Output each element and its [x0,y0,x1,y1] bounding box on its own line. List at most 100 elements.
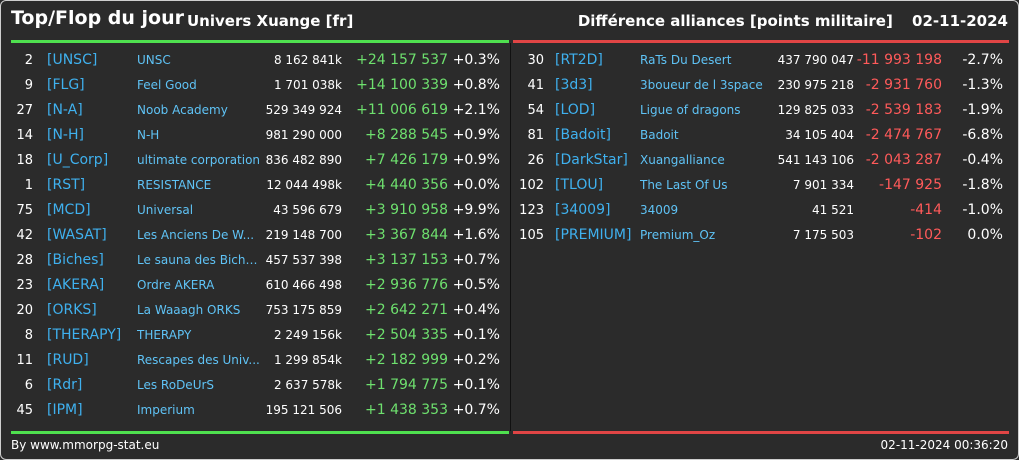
points-value: 1 299 854k [273,353,342,367]
top-row: 9 [FLG] Feel Good 1 701 038k +14 100 339 +0.8… [11,73,509,98]
diff-value: -2 043 287 [865,152,942,168]
percent-value: +0.7% [452,252,500,268]
alliance-tag[interactable]: [RUD] [47,352,89,368]
header-right: Différence alliances [points militaire] … [578,12,1008,30]
rank-value: 45 [16,403,33,418]
percent-value: +0.4% [452,302,500,318]
alliance-name[interactable]: 3boueur de l 3space [640,78,763,92]
alliance-name[interactable]: ultimate corporation [137,153,261,167]
flop-divider [513,40,1009,43]
rank-value: 9 [24,78,33,93]
points-value: 437 790 047 [777,53,854,67]
alliance-name[interactable]: Noob Academy [137,103,228,117]
alliance-tag[interactable]: [TLOU] [555,177,604,193]
alliance-tag[interactable]: [Badoit] [555,127,611,143]
flop-row: 123 [34009] 34009 41 521 -414 -1.0% [513,198,1009,223]
alliance-tag[interactable]: [IPM] [47,402,83,418]
alliance-tag[interactable]: [RT2D] [555,52,603,68]
diff-value: -2 474 767 [865,127,942,143]
diff-value: +2 182 999 [365,352,448,368]
alliance-tag[interactable]: [RST] [47,177,86,193]
top-row: 28 [Biches] Le sauna des Biche... 457 537 3… [11,248,509,273]
rank-value: 102 [519,178,544,193]
alliance-tag[interactable]: [U_Corp] [47,152,109,168]
alliance-tag[interactable]: [Biches] [47,252,104,268]
percent-value: +0.1% [452,327,500,343]
alliance-tag[interactable]: [WASAT] [47,227,107,243]
alliance-name[interactable]: Les Anciens De W... [137,228,255,242]
alliance-tag[interactable]: [PREMIUM] [555,227,632,243]
rank-value: 6 [24,378,33,393]
header: Top/Flop du jour Univers Xuange [fr] Dif… [1,1,1018,41]
alliance-tag[interactable]: [THERAPY] [47,327,122,343]
points-value: 836 482 890 [265,153,342,167]
alliance-name[interactable]: RaTs Du Desert [640,53,732,67]
alliance-name[interactable]: Feel Good [137,78,197,92]
points-value: 457 537 398 [265,253,342,267]
date-label: 02-11-2024 [912,12,1008,30]
alliance-name[interactable]: RESISTANCE [137,178,212,192]
diff-value: -2 539 183 [865,102,942,118]
alliance-name[interactable]: Imperium [137,403,195,417]
rank-value: 8 [24,328,33,343]
alliance-tag[interactable]: [DarkStar] [555,152,628,168]
diff-value: -102 [910,227,942,243]
top-row: 14 [N-H] N-H 981 290 000 +8 288 545 +0.9% [11,123,509,148]
alliance-tag[interactable]: [LOD] [555,102,596,118]
rank-value: 26 [527,153,544,168]
alliance-tag[interactable]: [34009] [555,202,611,218]
alliance-tag[interactable]: [N-H] [47,127,84,143]
flop-row: 54 [LOD] Ligue of dragons 129 825 033 -2 539… [513,98,1009,123]
alliance-name[interactable]: Le sauna des Biche... [137,253,261,267]
alliance-name[interactable]: Ordre AKERA [137,278,215,292]
diff-value: +7 426 179 [365,152,448,168]
points-value: 34 105 404 [785,128,854,142]
page-title: Top/Flop du jour [11,7,184,29]
alliance-name[interactable]: N-H [137,128,160,142]
percent-value: +0.2% [452,352,500,368]
top-row: 20 [ORKS] La Waaagh ORKS 753 175 859 +2 642 … [11,298,509,323]
alliance-name[interactable]: Xuangalliance [640,153,725,167]
credit-text: By www.mmorpg-stat.eu [11,438,160,452]
alliance-tag[interactable]: [AKERA] [47,277,105,293]
rank-value: 41 [527,78,544,93]
percent-value: +0.9% [452,152,500,168]
alliance-name[interactable]: Premium_Oz [640,228,716,242]
alliance-name[interactable]: Universal [137,203,194,217]
top-row: 1 [RST] RESISTANCE 12 044 498k +4 440 356 +0.… [11,173,509,198]
alliance-name[interactable]: Ligue of dragons [640,103,741,117]
points-value: 981 290 000 [265,128,342,142]
diff-value: +14 100 339 [356,77,448,93]
alliance-name[interactable]: THERAPY [137,328,192,342]
rank-value: 105 [519,228,544,243]
points-value: 129 825 033 [777,103,854,117]
points-value: 12 044 498k [266,178,342,192]
alliance-name[interactable]: Badoit [640,128,679,142]
rank-value: 20 [16,303,33,318]
top-row: 23 [AKERA] Ordre AKERA 610 466 498 +2 936 77… [11,273,509,298]
top-row: 27 [N-A] Noob Academy 529 349 924 +11 006 61… [11,98,509,123]
alliance-name[interactable]: Les RoDeUrS [137,378,215,392]
alliance-name[interactable]: UNSC [137,53,171,67]
diff-value: +11 006 619 [356,102,448,118]
alliance-tag[interactable]: [N-A] [47,102,83,118]
alliance-name[interactable]: Rescapes des Univ... [137,353,260,367]
alliance-tag[interactable]: [FLG] [47,77,85,93]
alliance-name[interactable]: The Last Of Us [640,178,728,192]
alliance-name[interactable]: La Waaagh ORKS [137,303,241,317]
alliance-tag[interactable]: [UNSC] [47,52,98,68]
alliance-tag[interactable]: [ORKS] [47,302,97,318]
top-row: 6 [Rdr] Les RoDeUrS 2 637 578k +1 794 775 +0.… [11,373,509,398]
alliance-name[interactable]: 34009 [640,203,679,217]
points-value: 1 701 038k [273,78,342,92]
flop-row: 26 [DarkStar] Xuangalliance 541 143 106 -2 0… [513,148,1009,173]
flop-row: 105 [PREMIUM] Premium_Oz 7 175 503 -102 0.0% [513,223,1009,248]
diff-value: +2 642 271 [365,302,448,318]
percent-value: -0.4% [962,152,1003,168]
alliance-tag[interactable]: [3d3] [555,77,593,93]
points-value: 219 148 700 [265,228,342,242]
alliance-tag[interactable]: [MCD] [47,202,91,218]
top-row: 2 [UNSC] UNSC 8 162 841k +24 157 537 +0.3% [11,48,509,73]
alliance-tag[interactable]: [Rdr] [47,377,83,393]
